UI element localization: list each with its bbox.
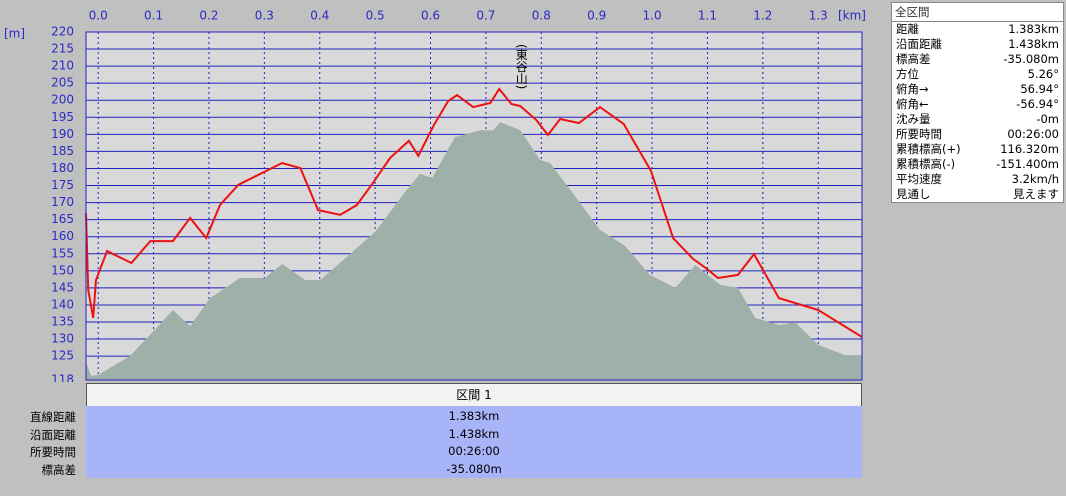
y-tick-label: 140 <box>51 297 74 311</box>
summary-value: -0m <box>1036 112 1059 126</box>
peak-annotation: (東谷山) <box>514 44 528 89</box>
y-tick-label: 220 <box>51 25 74 39</box>
profile-chart: [m] [km] 118 125 130 135 140 145 150 155 160 165 1… <box>4 9 866 383</box>
section-label: 直線距離 <box>30 410 76 424</box>
x-tick-label: 1.2 <box>753 9 772 23</box>
x-tick-label: 0.0 <box>89 9 108 23</box>
y-tick-label: 210 <box>51 59 74 73</box>
summary-row: 標高差 -35.080m <box>892 52 1063 67</box>
x-tick-label: 0.1 <box>144 9 163 23</box>
summary-panel: 全区間 距離 1.383km 沿面距離 1.438km 標高差 -35.080m 方位 5.2… <box>891 2 1064 203</box>
section-label: 標高差 <box>41 462 77 477</box>
summary-value: 00:26:00 <box>1007 127 1059 141</box>
y-tick-label: 185 <box>51 144 74 158</box>
y-axis-label: [m] <box>4 27 25 41</box>
summary-row: 所要時間 00:26:00 <box>892 127 1063 142</box>
summary-label: 俯角→ <box>896 82 929 96</box>
y-tick-label: 180 <box>51 161 74 175</box>
summary-label: 沈み量 <box>896 112 931 126</box>
y-tick-label: 195 <box>51 110 74 124</box>
terrain-area <box>86 122 862 380</box>
summary-row: 沿面距離 1.438km <box>892 37 1063 52</box>
y-tick-label: 200 <box>51 93 74 107</box>
summary-value: 1.383km <box>1008 22 1059 36</box>
summary-row: 距離 1.383km <box>892 22 1063 37</box>
summary-row: 沈み量 -0m <box>892 112 1063 127</box>
summary-label: 所要時間 <box>896 127 942 141</box>
summary-label: 平均速度 <box>896 172 942 186</box>
summary-row: 平均速度 3.2km/h <box>892 172 1063 187</box>
x-tick-label: 1.1 <box>698 9 717 23</box>
summary-value: 116.320m <box>1000 142 1059 156</box>
section-body: 1.383km 1.438km 00:26:00 -35.080m <box>86 406 862 478</box>
y-tick-label: 150 <box>51 263 74 277</box>
section-value: 1.383km <box>448 409 500 423</box>
y-tick-label: 175 <box>51 178 74 192</box>
section-label: 沿面距離 <box>30 427 76 442</box>
summary-label: 累積標高(-) <box>896 157 956 171</box>
summary-row: 累積標高(-) -151.400m <box>892 157 1063 172</box>
summary-row: 見通し 見えます <box>892 187 1063 202</box>
section-header[interactable]: 区間 1 <box>86 383 862 407</box>
summary-value: 56.94° <box>1020 82 1059 96</box>
section-value: 1.438km <box>448 426 500 441</box>
y-tick-label: 165 <box>51 212 74 226</box>
x-tick-label: 0.5 <box>366 9 385 23</box>
y-tick-label: 135 <box>51 315 74 329</box>
section-value: -35.080m <box>446 461 502 476</box>
y-tick-label: 215 <box>51 42 74 56</box>
summary-row: 方位 5.26° <box>892 67 1063 82</box>
summary-value: -35.080m <box>1003 52 1059 66</box>
y-tick-label: 155 <box>51 246 74 260</box>
summary-label: 方位 <box>896 67 919 81</box>
summary-label: 俯角← <box>896 97 929 111</box>
x-tick-label: 0.4 <box>310 9 329 23</box>
summary-row: 俯角← -56.94° <box>892 97 1063 112</box>
x-tick-label: 0.6 <box>421 9 440 23</box>
y-tick-label: 170 <box>51 195 74 209</box>
y-tick-label: 125 <box>51 349 74 363</box>
summary-label: 標高差 <box>896 52 931 66</box>
section-label: 所要時間 <box>30 445 76 459</box>
route-line <box>85 87 863 338</box>
y-tick-label: 190 <box>51 127 74 141</box>
summary-value: -56.94° <box>1016 97 1059 111</box>
x-tick-label: 1.3 <box>809 9 828 23</box>
x-tick-label: 0.9 <box>587 9 606 23</box>
summary-value: 見えます <box>1013 187 1059 201</box>
plot-border <box>85 31 863 381</box>
y-tick-label: 160 <box>51 229 74 243</box>
summary-value: 1.438km <box>1008 37 1059 51</box>
section-value: 00:26:00 <box>448 444 500 458</box>
summary-value: 3.2km/h <box>1011 172 1059 186</box>
summary-row: 俯角→ 56.94° <box>892 82 1063 97</box>
summary-value: -151.400m <box>996 157 1059 171</box>
x-tick-label: 1.0 <box>643 9 662 23</box>
summary-label: 沿面距離 <box>896 37 942 51</box>
summary-value: 5.26° <box>1027 67 1059 81</box>
y-tick-label: 118 <box>51 373 74 383</box>
x-tick-label: 0.7 <box>476 9 495 23</box>
y-tick-label: 145 <box>51 280 74 294</box>
summary-row: 累積標高(+) 116.320m <box>892 142 1063 157</box>
x-tick-label: 0.3 <box>255 9 274 23</box>
summary-label: 距離 <box>896 22 919 36</box>
summary-label: 累積標高(+) <box>896 142 961 156</box>
x-tick-label: 0.2 <box>199 9 218 23</box>
summary-title: 全区間 <box>892 3 1063 22</box>
y-tick-label: 205 <box>51 76 74 90</box>
y-tick-label: 130 <box>51 332 74 346</box>
x-tick-label: 0.8 <box>532 9 551 23</box>
summary-label: 見通し <box>896 187 931 201</box>
x-axis-label: [km] <box>838 9 866 23</box>
